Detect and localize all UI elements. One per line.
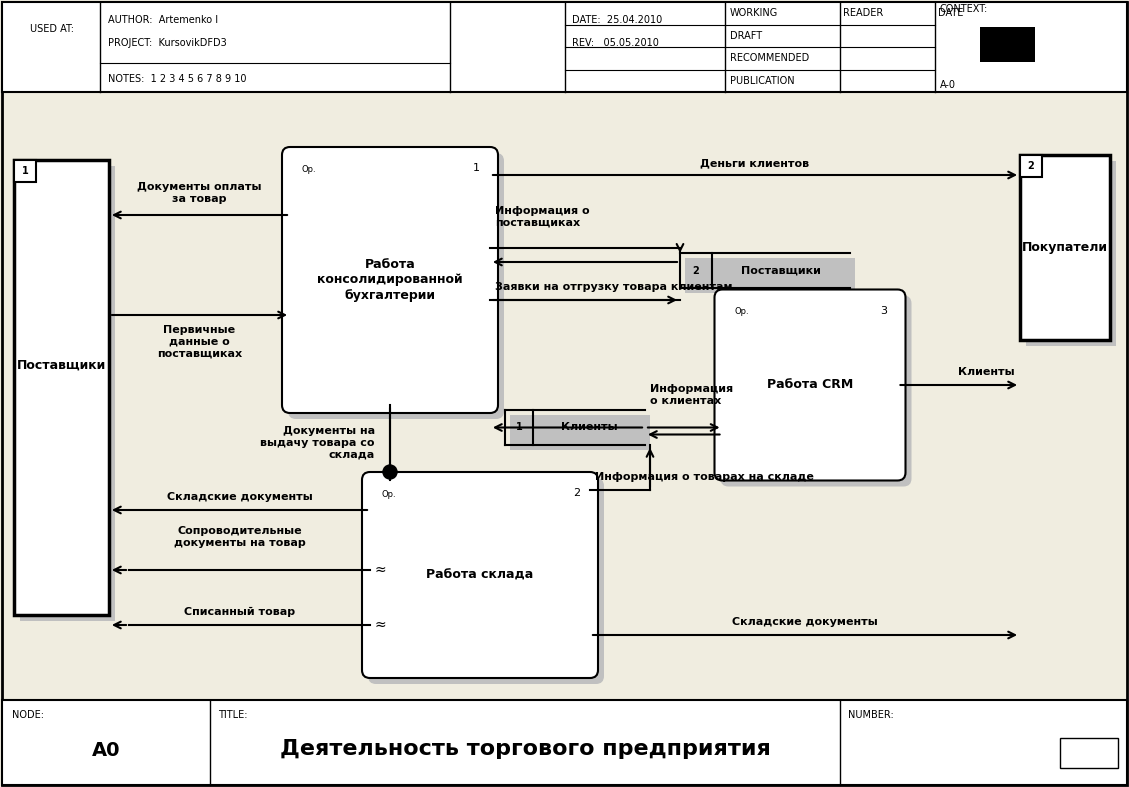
Text: DRAFT: DRAFT	[730, 31, 762, 41]
Bar	[685, 258, 855, 293]
Text: Списанный товар: Списанный товар	[184, 607, 295, 617]
FancyBboxPatch shape	[282, 147, 498, 413]
Text: Информация о товарах на складе: Информация о товарах на складе	[595, 472, 814, 482]
Text: USED AT:: USED AT:	[30, 24, 75, 34]
Text: PROJECT:  KursovikDFD3: PROJECT: KursovikDFD3	[108, 38, 227, 47]
Bar	[2, 2, 1127, 92]
Text: Складские документы: Складские документы	[167, 492, 313, 502]
Bar	[1026, 161, 1115, 346]
Text: Покупатели: Покупатели	[1022, 241, 1108, 254]
Text: ≈: ≈	[375, 618, 386, 632]
Text: Поставщики: Поставщики	[17, 358, 106, 371]
Bar	[1019, 155, 1110, 340]
Text: 1: 1	[516, 423, 523, 433]
Circle shape	[383, 465, 397, 479]
Text: 1: 1	[473, 163, 480, 173]
Text: Работа склада: Работа склада	[427, 568, 534, 582]
Text: Ор.: Ор.	[382, 490, 396, 499]
Text: A-0: A-0	[940, 80, 956, 91]
Text: 2: 2	[1027, 161, 1034, 171]
FancyBboxPatch shape	[720, 295, 911, 486]
Text: Ор.: Ор.	[301, 165, 316, 174]
Text: REV:   05.05.2010: REV: 05.05.2010	[572, 38, 659, 47]
Text: READER: READER	[843, 8, 883, 18]
Text: DATE: DATE	[938, 8, 963, 18]
Text: Поставщики: Поставщики	[741, 265, 821, 275]
Text: Информация о
поставщиках: Информация о поставщиках	[495, 206, 589, 228]
Text: Первичные
данные о
поставщиках: Первичные данные о поставщиках	[157, 325, 242, 358]
Text: 2: 2	[692, 265, 699, 275]
Bar	[1060, 738, 1118, 768]
Text: Складские документы: Складские документы	[732, 617, 878, 627]
Text: CONTEXT:: CONTEXT:	[940, 4, 988, 13]
Bar	[510, 415, 650, 450]
Text: Клиенты: Клиенты	[561, 423, 618, 433]
Text: A0: A0	[91, 741, 121, 760]
Text: Заявки на отгрузку товара клиентам: Заявки на отгрузку товара клиентам	[495, 282, 733, 292]
Text: AUTHOR:  Artemenko I: AUTHOR: Artemenko I	[108, 15, 218, 25]
Text: ≈: ≈	[375, 563, 386, 577]
Text: DATE:  25.04.2010: DATE: 25.04.2010	[572, 15, 663, 25]
Text: Деньги клиентов: Деньги клиентов	[700, 158, 809, 168]
Text: RECOMMENDED: RECOMMENDED	[730, 54, 809, 63]
Bar	[14, 160, 36, 182]
Text: Информация
о клиентах: Информация о клиентах	[650, 384, 733, 405]
FancyBboxPatch shape	[362, 472, 598, 678]
Text: NODE:: NODE:	[12, 710, 44, 720]
Bar	[1019, 155, 1042, 177]
FancyBboxPatch shape	[368, 478, 604, 684]
Text: Сопроводительные
документы на товар: Сопроводительные документы на товар	[174, 527, 305, 548]
Text: WORKING: WORKING	[730, 8, 778, 18]
FancyBboxPatch shape	[715, 290, 905, 481]
Bar	[980, 27, 1035, 61]
Text: NOTES:  1 2 3 4 5 6 7 8 9 10: NOTES: 1 2 3 4 5 6 7 8 9 10	[108, 73, 246, 83]
Text: Клиенты: Клиенты	[959, 367, 1015, 377]
Text: Работа CRM: Работа CRM	[767, 379, 854, 391]
Bar	[20, 166, 115, 621]
Text: Документы на
выдачу товара со
склада: Документы на выдачу товара со склада	[261, 426, 375, 459]
Text: NUMBER:: NUMBER:	[848, 710, 894, 720]
Text: Деятельность торгового предприятия: Деятельность торгового предприятия	[280, 739, 770, 759]
Text: 2: 2	[572, 488, 580, 498]
Text: Ор.: Ор.	[735, 308, 750, 316]
Bar	[14, 160, 110, 615]
Bar	[2, 700, 1127, 785]
FancyBboxPatch shape	[288, 153, 504, 419]
Text: Документы оплаты
за товар: Документы оплаты за товар	[138, 183, 262, 204]
Text: Работа
консолидированной
бухгалтерии: Работа консолидированной бухгалтерии	[317, 258, 463, 301]
Text: 3: 3	[881, 305, 887, 316]
Text: PUBLICATION: PUBLICATION	[730, 76, 795, 86]
Text: TITLE:: TITLE:	[218, 710, 247, 720]
Text: 1: 1	[21, 166, 28, 176]
